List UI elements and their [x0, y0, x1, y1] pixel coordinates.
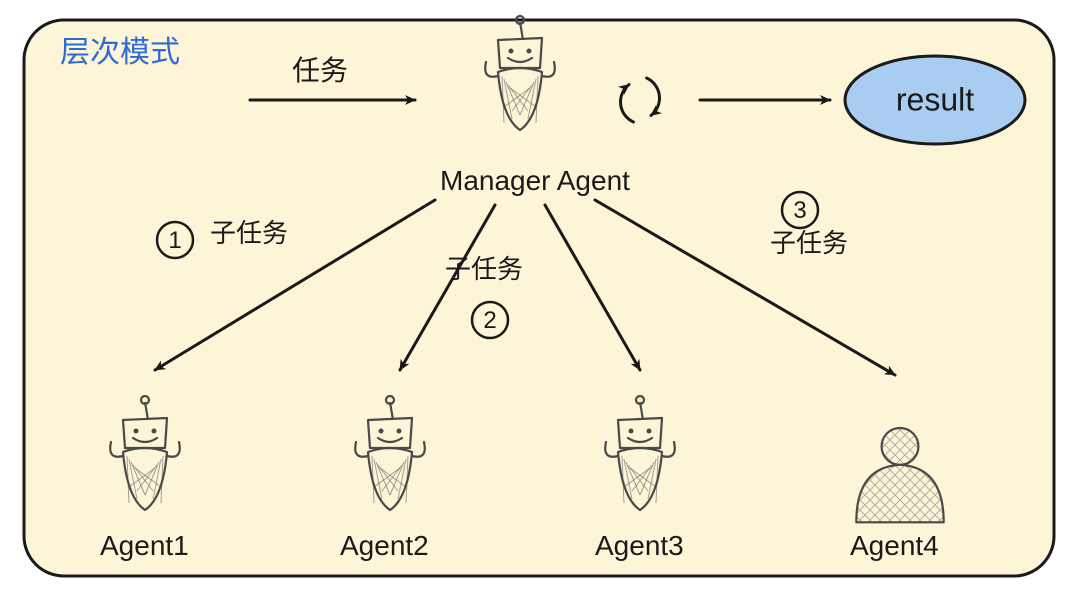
edge-label-sub2: 子任务 [445, 254, 523, 284]
edge-label-task_in: 任务 [292, 55, 348, 86]
diagram-title: 层次模式 [60, 36, 180, 69]
result-node: result [845, 56, 1025, 144]
edge-label-sub1: 子任务 [210, 218, 288, 248]
manager-agent-label: Manager Agent [440, 165, 630, 196]
diagram-canvas: 层次模式 result Manager Agent Agent1 Agent2 … [0, 0, 1080, 596]
edge-label-sub3: 子任务 [770, 228, 848, 258]
edge-badge-sub1: 1 [168, 227, 181, 254]
edge-badge-sub2: 2 [483, 307, 496, 334]
agent3-label: Agent3 [595, 530, 684, 561]
agent4-label: Agent4 [850, 530, 939, 561]
result-label: result [896, 81, 974, 117]
agent2-label: Agent2 [340, 530, 429, 561]
edge-badge-sub3: 3 [793, 197, 806, 224]
agent1-label: Agent1 [100, 530, 189, 561]
